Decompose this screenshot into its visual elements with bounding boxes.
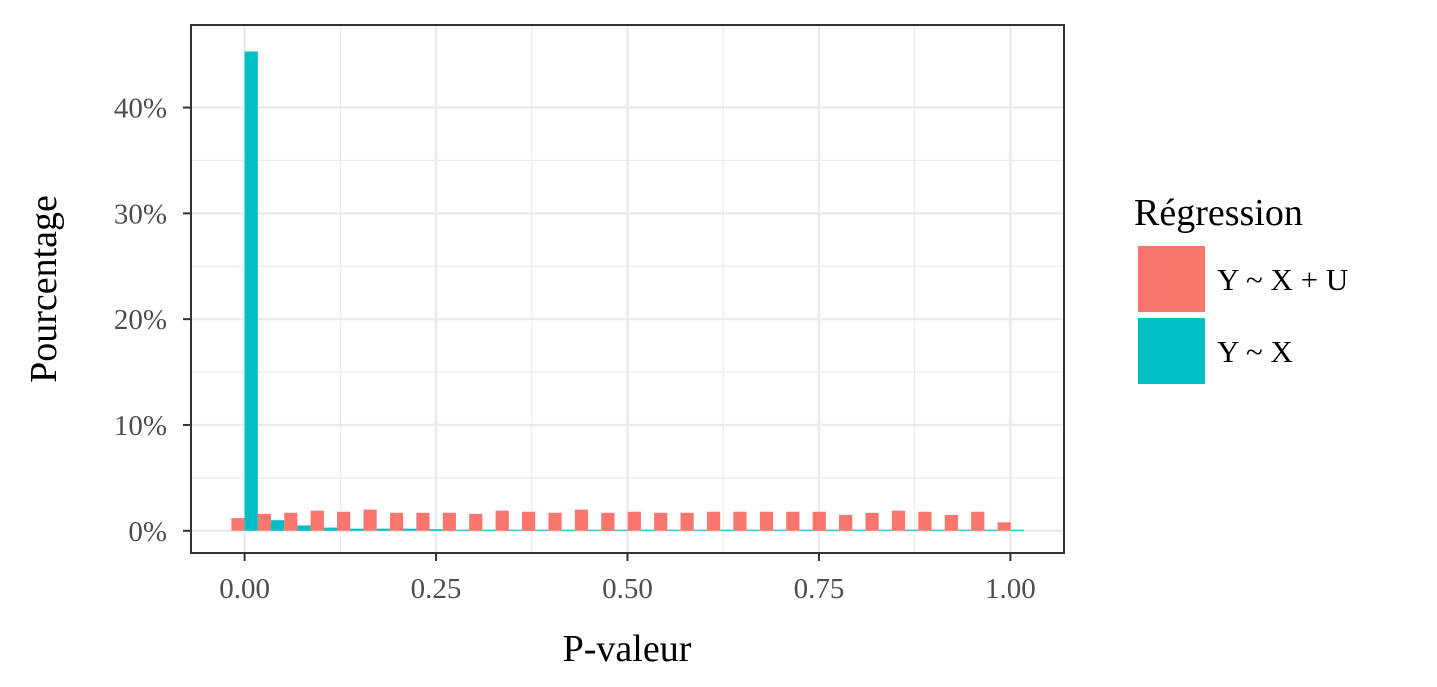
bar-y-x-u bbox=[495, 510, 509, 531]
y-axis-title: Pourcentage bbox=[23, 195, 65, 383]
bar-y-x bbox=[667, 529, 681, 531]
bar-y-x bbox=[323, 527, 338, 531]
bar-y-x bbox=[825, 529, 840, 531]
y-tick-label: 40% bbox=[114, 93, 167, 125]
bars-layer bbox=[231, 51, 1024, 531]
bar-y-x bbox=[984, 529, 998, 531]
legend-label-y-x-u: Y ~ X + U bbox=[1217, 262, 1348, 297]
bar-y-x bbox=[482, 529, 496, 531]
x-tick-label: 0.75 bbox=[794, 573, 845, 605]
bar-y-x-u bbox=[706, 511, 721, 531]
x-tick-label: 0.50 bbox=[602, 573, 653, 605]
bar-y-x bbox=[878, 529, 892, 531]
bar-y-x-u bbox=[416, 512, 430, 531]
bar-y-x-u bbox=[759, 511, 773, 531]
x-tick-label: 1.00 bbox=[985, 573, 1036, 605]
bar-y-x bbox=[773, 529, 787, 531]
legend-title: Régression bbox=[1134, 192, 1303, 234]
bar-y-x bbox=[561, 529, 575, 531]
x-tick-label: 0.25 bbox=[411, 573, 462, 605]
bar-y-x-u bbox=[891, 510, 906, 531]
bar-y-x-u bbox=[812, 511, 826, 531]
legend-key-y-x bbox=[1138, 318, 1205, 384]
bar-y-x-u bbox=[997, 522, 1011, 531]
bar-y-x bbox=[957, 529, 972, 531]
bar-y-x bbox=[403, 528, 417, 531]
bar-y-x-u bbox=[257, 513, 272, 531]
bar-y-x bbox=[508, 529, 523, 531]
legend-key-y-x-u bbox=[1138, 246, 1205, 312]
bar-y-x bbox=[297, 525, 311, 531]
y-tick-label: 30% bbox=[114, 198, 167, 230]
bar-y-x-u bbox=[284, 512, 298, 531]
bar-y-x-u bbox=[918, 511, 932, 531]
bar-y-x-u bbox=[310, 510, 324, 531]
bar-y-x-u bbox=[469, 513, 483, 531]
bar-y-x bbox=[931, 529, 945, 531]
y-tick-label: 0% bbox=[128, 516, 167, 548]
bar-y-x-u bbox=[363, 509, 377, 531]
bar-y-x-u bbox=[971, 511, 985, 531]
bar-y-x-u bbox=[839, 514, 853, 531]
bar-y-x-u bbox=[574, 509, 589, 531]
bar-y-x bbox=[746, 529, 760, 531]
bar-y-x bbox=[799, 529, 813, 531]
bar-y-x-u bbox=[944, 514, 958, 531]
bar-y-x bbox=[905, 529, 919, 531]
legend: Régression Y ~ X + U Y ~ X bbox=[1134, 192, 1348, 384]
x-tick-label: 0.00 bbox=[219, 573, 270, 605]
bar-y-x bbox=[852, 529, 866, 531]
bar-y-x bbox=[376, 528, 390, 531]
bar-y-x-u bbox=[601, 512, 615, 531]
bar-y-x-u bbox=[522, 511, 536, 531]
bar-y-x bbox=[588, 529, 602, 531]
bar-y-x bbox=[1010, 529, 1024, 531]
bar-y-x bbox=[535, 529, 549, 531]
tick-labels: 0.00 0.25 0.50 0.75 1.00 0% 10% 20% 30% 40% bbox=[114, 93, 1036, 605]
y-tick-label: 10% bbox=[114, 410, 167, 442]
bar-y-x-u bbox=[627, 511, 641, 531]
bar-y-x-u bbox=[680, 512, 694, 531]
bar-y-x bbox=[429, 529, 443, 531]
bar-y-x-u bbox=[865, 512, 879, 531]
legend-label-y-x: Y ~ X bbox=[1217, 334, 1293, 369]
x-axis-title: P-valeur bbox=[563, 628, 692, 670]
bar-y-x bbox=[271, 520, 285, 531]
bar-y-x bbox=[640, 529, 655, 531]
bar-y-x bbox=[350, 528, 364, 531]
bar-y-x bbox=[244, 51, 258, 531]
y-tick-label: 20% bbox=[114, 304, 167, 336]
bar-y-x bbox=[455, 529, 470, 531]
bar-y-x-u bbox=[337, 511, 351, 531]
bar-y-x bbox=[720, 529, 734, 531]
bar-y-x-u bbox=[548, 512, 562, 531]
bar-y-x-u bbox=[733, 511, 747, 531]
bar-y-x-u bbox=[654, 512, 668, 531]
bar-y-x bbox=[614, 529, 628, 531]
bar-y-x-u bbox=[786, 511, 800, 531]
axis-ticks bbox=[183, 106, 1012, 561]
bar-y-x-u bbox=[389, 512, 404, 531]
bar-y-x bbox=[693, 529, 707, 531]
bar-y-x-u bbox=[231, 518, 245, 531]
bar-y-x-u bbox=[442, 512, 456, 531]
